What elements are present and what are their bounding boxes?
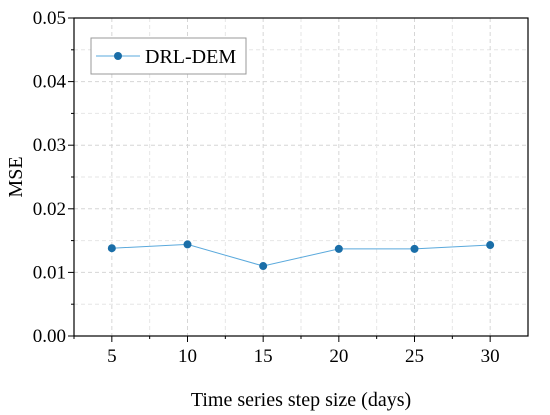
tick-labels: 0.00 0.01 0.02 0.03 0.04 0.05 5 10 15 20 25 30 (33, 8, 500, 367)
legend-marker (114, 52, 122, 60)
x-tick-label: 10 (178, 346, 197, 367)
data-point (334, 244, 343, 253)
legend: DRL-DEM (90, 37, 247, 75)
series-group (107, 240, 495, 271)
x-tick-label: 5 (107, 346, 117, 367)
x-axis-title: Time series step size (days) (191, 389, 411, 411)
axis-ticks (68, 17, 491, 342)
y-tick-label: 0.03 (33, 135, 66, 156)
y-tick-label: 0.05 (33, 8, 66, 29)
data-point (183, 240, 192, 249)
y-tick-label: 0.02 (33, 199, 66, 220)
data-point (107, 244, 116, 253)
y-tick-label: 0.04 (33, 72, 67, 93)
x-tick-label: 30 (481, 346, 500, 367)
y-axis-title: MSE (5, 156, 27, 197)
data-point (486, 241, 495, 250)
legend-label: DRL-DEM (145, 46, 236, 68)
y-tick-label: 0.01 (33, 262, 66, 283)
data-point (410, 244, 419, 253)
x-tick-label: 20 (329, 346, 348, 367)
data-point (259, 262, 268, 271)
x-tick-label: 25 (405, 346, 424, 367)
y-tick-label: 0.00 (33, 326, 66, 347)
x-tick-label: 15 (254, 346, 273, 367)
series-line (111, 243, 491, 267)
